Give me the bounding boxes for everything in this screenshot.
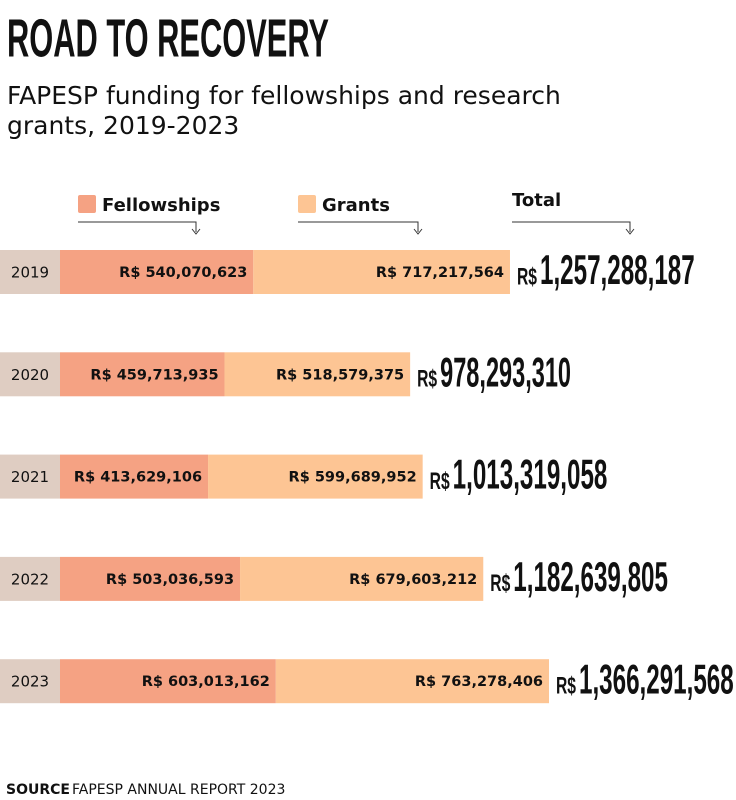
legend-pointer [298, 221, 423, 235]
value-label: R$ 717,217,564 [376, 265, 504, 281]
value-label: R$ 540,070,623 [119, 265, 247, 281]
total-prefix: R$ [490, 570, 510, 597]
subtitle: FAPESP funding for fellowships and resea… [7, 81, 561, 110]
bar-segment [224, 352, 411, 397]
value-label: R$ 603,013,162 [142, 674, 270, 690]
legend-label: Grants [322, 195, 390, 216]
legend-swatch [78, 195, 96, 213]
value-label: R$ 679,603,212 [349, 572, 477, 588]
bar-segment [208, 454, 423, 499]
source: FAPESP ANNUAL REPORT 2023 [72, 782, 285, 798]
value-label: R$ 503,036,593 [106, 572, 234, 588]
bar-segment [253, 250, 510, 294]
value-label: R$ 459,713,935 [90, 367, 218, 383]
value-label: R$ 518,579,375 [276, 367, 404, 383]
total-prefix: R$ [430, 468, 450, 495]
category-label: 2021 [11, 468, 49, 486]
value-label: R$ 763,278,406 [415, 674, 543, 690]
value-label: R$ 599,689,952 [289, 470, 417, 486]
legend-label: Fellowships [102, 195, 220, 216]
total-label: 1,366,291,568 [579, 655, 734, 702]
total-prefix: R$ [517, 263, 537, 290]
chart-title: ROAD TO RECOVERY [7, 8, 329, 68]
category-label: 2023 [11, 673, 49, 691]
subtitle: grants, 2019-2023 [7, 111, 239, 140]
bar-segment [60, 659, 276, 704]
bar-segment [275, 659, 549, 704]
legend-pointer [512, 221, 635, 235]
bar-segment [60, 250, 254, 294]
category-box [0, 556, 60, 601]
legend-swatch [298, 195, 316, 213]
category-box [0, 659, 60, 704]
total-label: 1,257,288,187 [540, 246, 695, 293]
category-label: 2020 [11, 366, 49, 384]
total-prefix: R$ [417, 366, 437, 393]
bar-segment [60, 454, 209, 499]
total-label: 978,293,310 [440, 348, 571, 395]
total-label: 1,182,639,805 [513, 553, 668, 600]
total-label: 1,013,319,058 [453, 451, 608, 498]
bar-segment [240, 556, 484, 601]
category-label: 2019 [11, 264, 49, 282]
value-label: R$ 413,629,106 [74, 470, 202, 486]
total-prefix: R$ [556, 673, 576, 700]
legend-pointer [78, 221, 201, 235]
category-box [0, 250, 60, 294]
category-label: 2022 [11, 570, 49, 588]
category-box [0, 352, 60, 397]
bar-segment [60, 556, 241, 601]
source-label: SOURCE [6, 782, 70, 798]
legend-total: Total [512, 190, 561, 211]
bar-segment [60, 352, 225, 397]
category-box [0, 454, 60, 499]
